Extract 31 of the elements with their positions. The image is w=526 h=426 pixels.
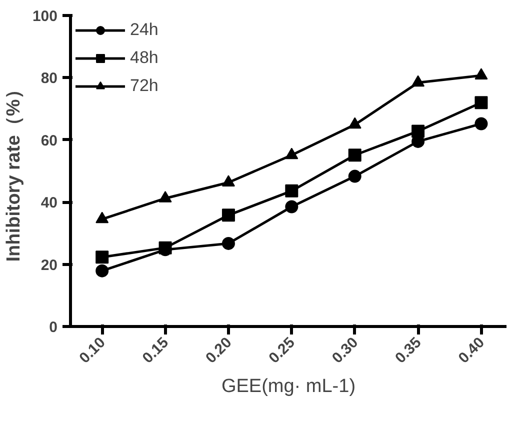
x-tick-label: 0.25 (266, 334, 298, 367)
point (474, 68, 488, 80)
point (348, 148, 362, 162)
x-tick-label: 0.20 (202, 334, 236, 367)
legend-label: 24h (130, 20, 158, 40)
point (474, 117, 488, 130)
y-tick-label: 80 (40, 70, 58, 88)
point (285, 184, 298, 198)
point (96, 250, 109, 264)
y-tick-label: 100 (32, 8, 58, 25)
x-axis-title: GEE(mg· mL-1) (221, 376, 356, 397)
point (412, 75, 425, 87)
point (285, 148, 298, 160)
point (222, 208, 235, 222)
point (474, 96, 488, 110)
y-tick-label: 40 (40, 194, 58, 212)
point (222, 236, 235, 250)
x-tick-label: 0.10 (76, 334, 109, 367)
y-tick-label: 60 (40, 132, 58, 150)
legend-label: 48h (130, 48, 158, 68)
point (285, 200, 298, 214)
point (348, 170, 362, 183)
y-axis-title: Inhibitory rate（%） (3, 80, 24, 262)
point (222, 175, 235, 186)
point (96, 264, 109, 278)
x-tick-label: 0.40 (455, 334, 488, 367)
legend-label: 72h (130, 76, 158, 96)
x-tick-label: 0.30 (328, 334, 362, 367)
y-tick-label: 0 (49, 319, 58, 336)
y-tick-label: 20 (40, 256, 58, 274)
point (348, 117, 362, 129)
